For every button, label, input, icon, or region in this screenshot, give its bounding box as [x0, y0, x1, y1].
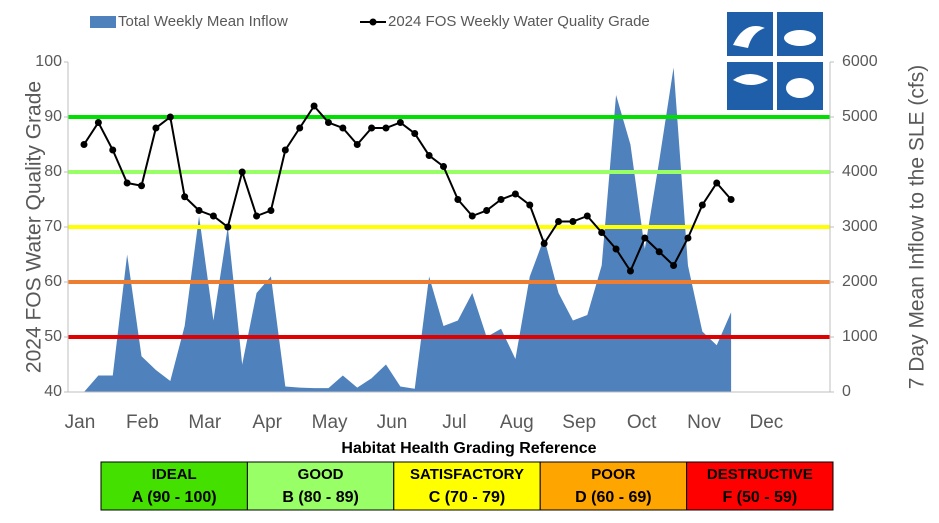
grade-range: D (60 - 69): [575, 489, 651, 506]
grade-point: [511, 190, 519, 198]
grade-point: [411, 130, 419, 137]
grade-point: [483, 207, 491, 214]
grade-point: [641, 234, 649, 242]
grade-point: [181, 193, 189, 201]
grade-point: [655, 248, 663, 256]
x-tick-label: Aug: [500, 412, 534, 433]
grade-point: [454, 196, 462, 203]
grade-point: [440, 163, 447, 170]
grade-point: [94, 119, 102, 126]
grade-point: [195, 207, 203, 214]
y2-tick-label: 1000: [842, 328, 878, 345]
y-tick-label: 70: [44, 218, 62, 235]
grade-point: [166, 113, 174, 121]
y2-axis-label: 7 Day Mean Inflow to the SLE (cfs): [906, 65, 929, 389]
grade-point: [224, 223, 232, 231]
grade-name: POOR: [591, 466, 635, 483]
y2-tick-label: 5000: [842, 108, 878, 125]
grade-point: [526, 201, 534, 209]
legend-label: Total Weekly Mean Inflow: [118, 13, 288, 30]
grade-point: [540, 240, 548, 247]
grade-point: [612, 245, 620, 253]
x-tick-label: Apr: [252, 412, 282, 433]
grade-point: [296, 124, 304, 132]
grade-point: [152, 124, 160, 132]
legend-swatch: [369, 18, 377, 26]
grade-point: [281, 146, 289, 154]
y-tick-label: 50: [44, 328, 62, 345]
y-axis-label: 2024 FOS Water Quality Grade: [23, 81, 46, 373]
grade-point: [253, 212, 261, 220]
x-tick-label: May: [312, 412, 348, 433]
grade-range: F (50 - 59): [722, 489, 797, 506]
grade-point: [698, 201, 706, 209]
grade-point: [324, 119, 332, 126]
grade-name: GOOD: [298, 466, 344, 483]
grade-line: [83, 104, 732, 274]
grade-point: [727, 196, 735, 203]
legend-label: 2024 FOS Weekly Water Quality Grade: [388, 13, 650, 30]
grading-title: Habitat Health Grading Reference: [341, 440, 596, 457]
grade-point: [713, 179, 721, 187]
grade-point: [598, 229, 606, 236]
grade-range: A (90 - 100): [132, 489, 217, 506]
grade-point: [123, 179, 131, 187]
y-tick-label: 90: [44, 108, 62, 125]
y2-tick-label: 3000: [842, 218, 878, 235]
grade-point: [382, 124, 390, 132]
grade-point: [670, 262, 678, 269]
y2-tick-label: 6000: [842, 53, 878, 70]
y-tick-label: 60: [44, 273, 62, 290]
y-tick-label: 80: [44, 163, 62, 180]
x-tick-label: Oct: [627, 412, 657, 433]
logo: [727, 12, 823, 110]
grade-point: [209, 212, 217, 220]
grade-cell: [246, 461, 395, 511]
grade-cell: [100, 461, 248, 511]
grade-cell: [686, 461, 834, 511]
legend-swatch: [90, 16, 116, 28]
grade-name: IDEAL: [152, 466, 197, 483]
y-tick-label: 100: [35, 53, 62, 70]
x-tick-label: Mar: [188, 412, 221, 433]
x-tick-label: Jul: [442, 412, 466, 433]
grade-point: [555, 218, 563, 225]
y2-tick-label: 4000: [842, 163, 878, 180]
inflow-area: [84, 67, 732, 392]
y2-tick-label: 2000: [842, 273, 878, 290]
grade-point: [353, 141, 361, 148]
grade-point: [267, 207, 275, 214]
y2-tick-label: 0: [842, 383, 851, 400]
grade-point: [583, 212, 591, 220]
grade-point: [425, 152, 433, 159]
grade-point: [396, 119, 404, 126]
y-tick-label: 40: [44, 383, 62, 400]
x-tick-label: Nov: [687, 412, 721, 433]
grade-cell: [539, 461, 688, 511]
x-tick-label: Dec: [750, 412, 784, 433]
grade-point: [138, 182, 146, 190]
grade-point: [238, 168, 246, 176]
grade-point: [109, 146, 117, 154]
grade-point: [569, 218, 577, 225]
grade-point: [339, 124, 347, 132]
grade-name: SATISFACTORY: [410, 466, 524, 483]
grade-point: [626, 267, 634, 275]
grade-point: [368, 124, 376, 132]
x-tick-label: Jan: [65, 412, 96, 433]
grade-range: B (80 - 89): [282, 489, 358, 506]
grade-point: [80, 141, 88, 148]
grade-cell: [393, 461, 541, 511]
grade-range: C (70 - 79): [429, 489, 505, 506]
grade-point: [310, 102, 318, 110]
grade-name: DESTRUCTIVE: [707, 466, 813, 483]
x-tick-label: Jun: [377, 412, 408, 433]
grade-point: [468, 212, 476, 220]
grade-point: [497, 196, 505, 203]
grade-point: [684, 234, 692, 242]
x-tick-label: Sep: [562, 412, 596, 433]
x-tick-label: Feb: [126, 412, 159, 433]
